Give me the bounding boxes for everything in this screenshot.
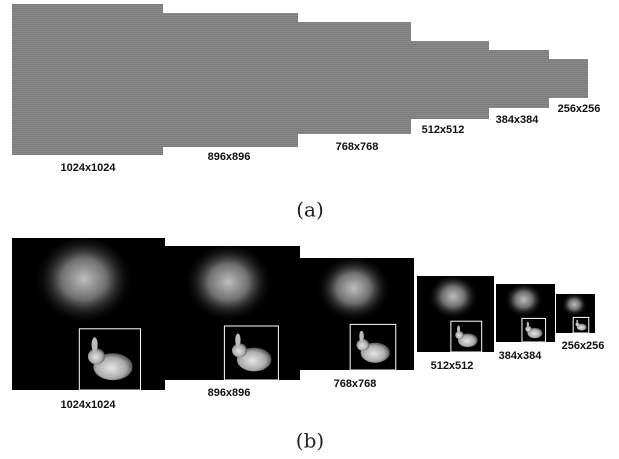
image-label: 896x896	[208, 387, 251, 399]
glow	[428, 276, 479, 322]
image	[298, 22, 411, 134]
glow	[184, 246, 273, 326]
image-label: 512x512	[431, 360, 474, 372]
bunny-head	[575, 322, 579, 326]
bunny-head	[232, 343, 247, 357]
bunny-ear	[359, 331, 364, 342]
glow	[33, 238, 134, 329]
figure: (a) (b) 1024x1024 896x896 768x768 512x512 38…	[0, 0, 619, 459]
image	[411, 41, 489, 119]
bunny-head	[357, 339, 370, 351]
bunny-ear	[235, 334, 240, 347]
bunny-head	[455, 331, 464, 339]
caption: (a)	[296, 198, 324, 222]
glow	[504, 284, 543, 319]
image-label: 384x384	[499, 350, 543, 362]
image-label: 768x768	[334, 378, 377, 390]
image-label: 256x256	[562, 340, 605, 352]
image-label: 256x256	[558, 103, 601, 115]
bunny-head	[88, 348, 105, 364]
image-label: 768x768	[336, 141, 379, 153]
image-label: 384x384	[496, 114, 540, 126]
bunny-ear	[457, 326, 460, 333]
image-label: 896x896	[208, 151, 251, 163]
image-label: 1024x1024	[60, 399, 116, 411]
image-label: 1024x1024	[60, 162, 116, 174]
image-label: 512x512	[422, 124, 465, 136]
caption: (b)	[296, 429, 324, 453]
glow	[316, 258, 391, 325]
bunny-ear	[576, 320, 578, 324]
image	[163, 13, 298, 147]
image	[489, 50, 549, 108]
glow	[561, 294, 587, 317]
bunny-head	[525, 326, 532, 332]
bunny-ear	[527, 322, 529, 328]
bunny-ear	[92, 337, 98, 352]
image	[12, 4, 163, 155]
image	[549, 59, 588, 98]
